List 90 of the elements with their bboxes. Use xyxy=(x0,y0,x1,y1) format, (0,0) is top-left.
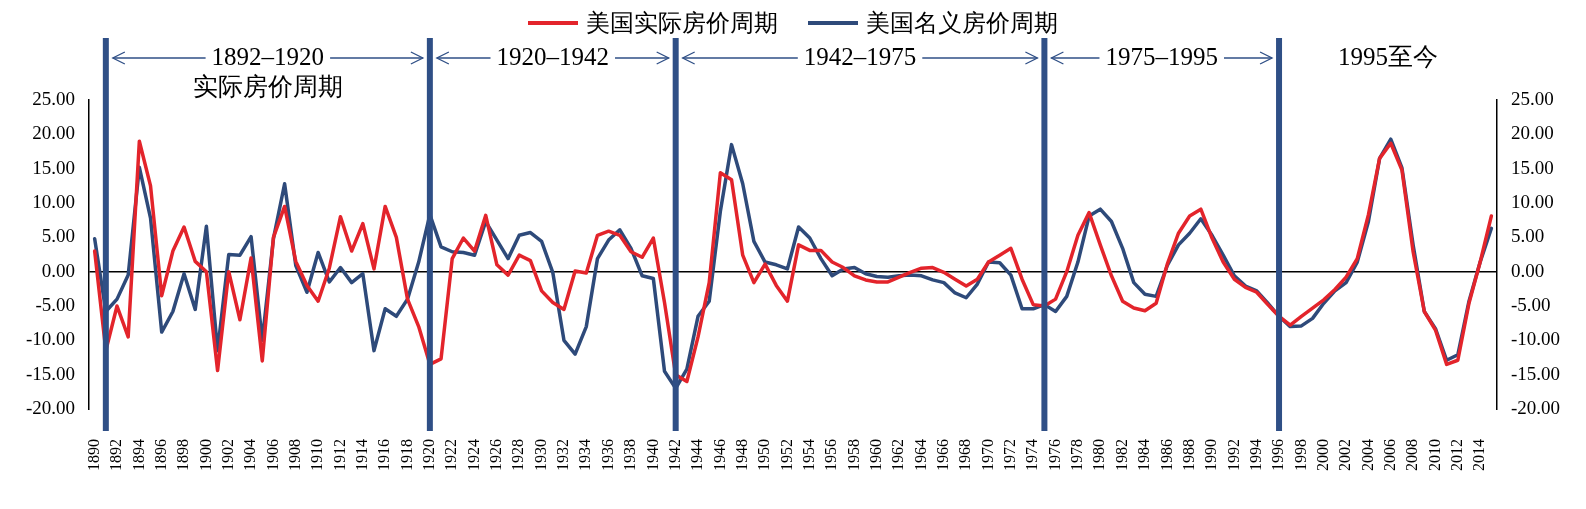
x-tick-label: 2010 xyxy=(1425,439,1443,471)
x-tick-label: 1962 xyxy=(889,439,907,471)
y-tick-label: -20.00 xyxy=(26,396,76,418)
text: 1920–1942 xyxy=(496,42,610,70)
x-tick-label: 1972 xyxy=(1001,439,1019,471)
legend-label: 美国名义房价周期 xyxy=(866,9,1058,38)
y-tick-label: 10.00 xyxy=(32,190,76,212)
x-tick-label: 1986 xyxy=(1157,439,1175,471)
x-tick-label: 1898 xyxy=(174,439,192,471)
y2-tick-label: -5.00 xyxy=(1510,293,1551,315)
y-tick-label: 15.00 xyxy=(32,156,76,178)
x-tick-label: 1974 xyxy=(1023,439,1041,471)
y-tick-label: 20.00 xyxy=(32,122,76,144)
x-tick-label: 1966 xyxy=(934,439,952,471)
y2-tick-label: -15.00 xyxy=(1510,362,1560,384)
x-tick-label: 1954 xyxy=(799,439,817,471)
x-tick-label: 1896 xyxy=(151,439,169,471)
x-tick-label: 1922 xyxy=(442,439,460,471)
text: 1942–1975 xyxy=(803,42,917,70)
x-tick-label: 1978 xyxy=(1068,439,1086,471)
x-tick-label: 1902 xyxy=(218,439,236,471)
x-tick-label: 2012 xyxy=(1448,439,1466,471)
x-tick-label: 1946 xyxy=(710,439,728,471)
x-tick-label: 1904 xyxy=(241,439,259,471)
text: 1975–1995 xyxy=(1105,42,1218,70)
x-tick-label: 1914 xyxy=(353,439,371,471)
legend-label: 美国实际房价周期 xyxy=(586,9,778,38)
x-tick-label: 1906 xyxy=(263,439,281,471)
x-tick-label: 2000 xyxy=(1313,439,1331,471)
x-tick-label: 2014 xyxy=(1470,439,1488,471)
y-tick-label: -15.00 xyxy=(26,362,76,384)
x-tick-label: 1990 xyxy=(1202,439,1220,471)
y2-tick-label: 15.00 xyxy=(1510,156,1554,178)
x-tick-label: 1932 xyxy=(554,439,572,471)
x-tick-label: 2004 xyxy=(1358,439,1376,471)
y-tick-label: 0.00 xyxy=(41,259,76,281)
text: 1995至今 xyxy=(1337,42,1438,70)
x-tick-label: 1940 xyxy=(643,439,661,471)
y-tick-label: -5.00 xyxy=(35,293,76,315)
x-tick-label: 1908 xyxy=(285,439,303,471)
x-tick-label: 1948 xyxy=(732,439,750,471)
y-tick-label: 5.00 xyxy=(41,225,76,247)
x-tick-label: 1928 xyxy=(509,439,527,471)
x-tick-label: 2008 xyxy=(1403,439,1421,471)
y2-tick-label: 10.00 xyxy=(1510,190,1554,212)
x-tick-label: 2002 xyxy=(1336,439,1354,471)
y2-tick-label: 5.00 xyxy=(1510,225,1545,247)
x-tick-label: 1988 xyxy=(1179,439,1197,471)
x-tick-label: 1960 xyxy=(867,439,884,471)
y2-tick-label: 0.00 xyxy=(1510,259,1545,281)
y2-tick-label: 20.00 xyxy=(1510,122,1554,144)
x-tick-label: 1968 xyxy=(956,439,974,471)
annotation: 1892–1920 实际房价周期 xyxy=(192,42,343,100)
x-tick-label: 1890 xyxy=(84,439,102,471)
x-tick-label: 1938 xyxy=(621,439,639,471)
x-tick-label: 1918 xyxy=(397,439,415,471)
x-tick-label: 2006 xyxy=(1380,439,1398,471)
x-tick-label: 1930 xyxy=(531,439,549,471)
x-tick-label: 1996 xyxy=(1269,439,1287,471)
x-tick-label: 1994 xyxy=(1246,439,1264,471)
x-tick-label: 1942 xyxy=(665,439,683,471)
x-tick-label: 1912 xyxy=(330,439,348,471)
x-tick-label: 1998 xyxy=(1291,439,1309,471)
x-tick-label: 1964 xyxy=(911,439,929,471)
x-tick-label: 1956 xyxy=(822,439,840,471)
x-tick-label: 1950 xyxy=(755,439,773,471)
x-tick-label: 1926 xyxy=(487,439,505,471)
y-tick-label: 25.00 xyxy=(32,87,76,109)
x-tick-label: 1934 xyxy=(576,439,594,471)
y-tick-label: -10.00 xyxy=(26,328,76,350)
x-tick-label: 1944 xyxy=(688,439,706,471)
x-tick-label: 1982 xyxy=(1112,439,1130,471)
y2-tick-label: -10.00 xyxy=(1510,328,1560,350)
x-tick-label: 1970 xyxy=(978,439,996,471)
x-tick-label: 1920 xyxy=(420,439,438,471)
x-tick-label: 1984 xyxy=(1135,439,1153,471)
x-tick-label: 1958 xyxy=(844,439,862,471)
y2-tick-label: -20.00 xyxy=(1510,396,1560,418)
x-tick-label: 1936 xyxy=(598,439,616,471)
x-tick-label: 1980 xyxy=(1090,439,1108,471)
x-tick-label: 1992 xyxy=(1224,439,1242,471)
x-tick-label: 1892 xyxy=(107,439,125,471)
x-tick-label: 1952 xyxy=(777,439,795,471)
x-tick-label: 1910 xyxy=(308,439,326,471)
x-tick-label: 1924 xyxy=(464,439,482,471)
x-tick-label: 1916 xyxy=(375,439,393,471)
x-tick-label: 1976 xyxy=(1045,439,1063,471)
y2-tick-label: 25.00 xyxy=(1510,87,1554,109)
x-tick-label: 1894 xyxy=(129,439,147,471)
x-tick-label: 1900 xyxy=(196,439,214,471)
